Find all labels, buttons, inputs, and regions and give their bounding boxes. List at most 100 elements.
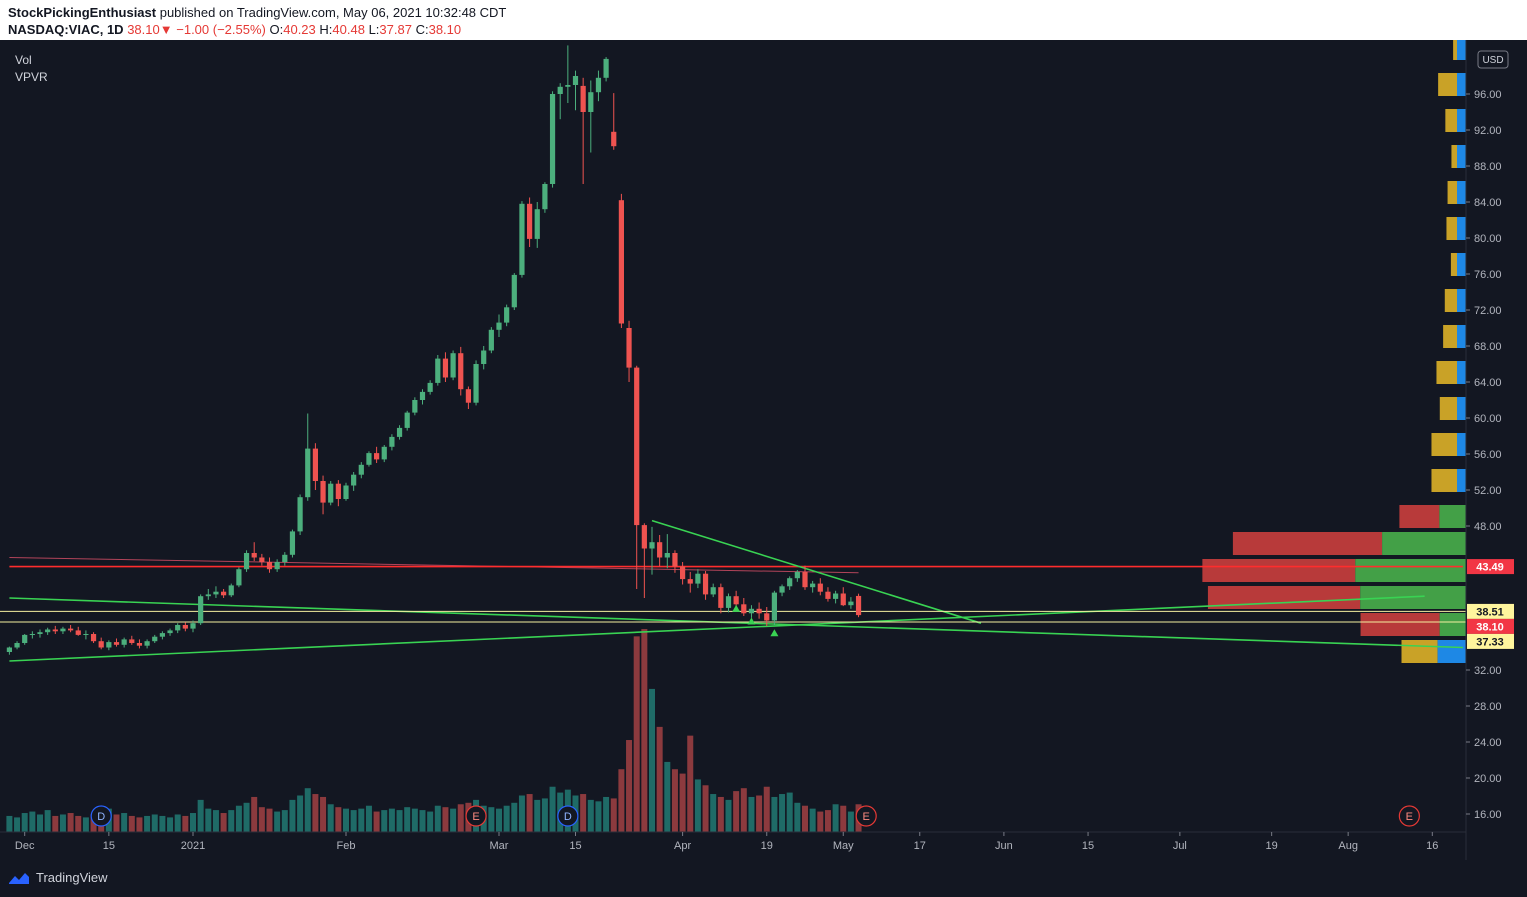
- volume-bar: [847, 811, 854, 832]
- volume-bar: [404, 807, 411, 832]
- candle-body: [351, 474, 357, 486]
- author-name[interactable]: StockPickingEnthusiast: [8, 5, 157, 20]
- price-chart[interactable]: D E D E E Dec 15 2021 Feb Mar 15 Apr 19 May 17 Jun 15 Ju…: [0, 40, 1527, 860]
- price-label-box: [1467, 559, 1514, 575]
- candle: [534, 202, 540, 248]
- earnings-event-icon[interactable]: E: [855, 805, 877, 827]
- volume-profile-row-up: [1457, 217, 1466, 240]
- candle-body: [335, 483, 341, 499]
- volume-profile-row-up: [1437, 640, 1466, 663]
- candle: [748, 605, 755, 618]
- candle-body: [282, 554, 288, 562]
- earnings-event-icon[interactable]: E: [465, 805, 487, 827]
- change-value: −1.00 (−2.55%): [176, 22, 266, 37]
- candle-body: [504, 307, 510, 323]
- candle: [572, 70, 579, 111]
- volume-bar: [633, 636, 640, 832]
- price-axis[interactable]: 96.00 92.00 88.00 84.00 80.00 76.00 72.00 68.00…: [1466, 89, 1502, 821]
- price-label-box: [1467, 633, 1514, 649]
- time-axis[interactable]: Dec 15 2021 Feb Mar 15 Apr 19 May 17 Jun 15 Jul 19 Aug…: [15, 832, 1439, 852]
- price-label-text: 38.51: [1476, 606, 1504, 618]
- volume-bar: [694, 779, 701, 832]
- volume-bar: [14, 817, 21, 832]
- candle: [527, 197, 533, 247]
- candle: [83, 630, 89, 640]
- price-tick-label: 68.00: [1474, 341, 1502, 353]
- dividend-event-icon[interactable]: D: [90, 805, 112, 827]
- candle-body: [343, 485, 349, 499]
- volume-bar: [266, 808, 273, 832]
- volume-bar: [503, 805, 510, 832]
- candle-body: [152, 636, 158, 642]
- event-circle: [855, 805, 877, 827]
- candle-body: [14, 643, 20, 648]
- volume-profile-row-up: [1457, 361, 1466, 384]
- candle-body: [236, 569, 242, 586]
- candle: [626, 320, 632, 382]
- volume-bar: [167, 817, 174, 832]
- price-tick-label: 76.00: [1474, 269, 1502, 281]
- candle: [45, 627, 51, 635]
- candle: [435, 355, 441, 386]
- volume-bar: [511, 802, 518, 832]
- tradingview-logo[interactable]: TradingView: [8, 870, 108, 885]
- candle-body: [810, 583, 816, 588]
- time-tick-label: Aug: [1338, 840, 1358, 852]
- time-tick-label: Jun: [995, 840, 1013, 852]
- candle-body: [549, 94, 556, 184]
- trendline: [9, 595, 1425, 662]
- volume-bar: [274, 811, 281, 832]
- symbol-label[interactable]: NASDAQ:VIAC, 1D: [8, 22, 124, 37]
- volume-profile-row-up: [1439, 613, 1466, 636]
- volume-bar: [128, 815, 135, 832]
- vpvr-legend[interactable]: VPVR: [15, 70, 48, 84]
- footer: TradingView: [0, 860, 1527, 897]
- earnings-event-icon[interactable]: E: [1398, 805, 1420, 827]
- volume-bar: [664, 761, 671, 832]
- candle-body: [779, 586, 785, 593]
- candle-body: [358, 464, 364, 475]
- volume-bar: [243, 802, 250, 832]
- candle-body: [328, 483, 334, 503]
- time-tick-label: Feb: [337, 840, 356, 852]
- volume-bar: [442, 807, 449, 832]
- triangle-up-icon: [732, 604, 741, 612]
- volume-bar: [434, 805, 441, 832]
- volume-bar: [235, 805, 242, 832]
- candle: [603, 57, 609, 82]
- candle-body: [542, 184, 548, 210]
- candle: [381, 445, 387, 463]
- volume-bar: [610, 798, 617, 832]
- candle-body: [45, 629, 51, 633]
- volume-bar: [580, 794, 587, 832]
- price-tick-label: 88.00: [1474, 161, 1502, 173]
- volume-profile-row-down: [1232, 532, 1383, 555]
- candle: [825, 587, 831, 602]
- candle-body: [672, 553, 678, 567]
- candle-body: [488, 329, 494, 351]
- volume-bar: [526, 794, 533, 832]
- candle: [129, 635, 135, 645]
- volume-profile-row-up: [1457, 397, 1466, 420]
- volume-bar: [228, 810, 235, 832]
- volume-bar: [289, 799, 296, 832]
- currency-badge[interactable]: [1477, 50, 1509, 69]
- volume-bar: [717, 796, 724, 832]
- candle-body: [289, 531, 296, 555]
- volume-profile-row-down: [1431, 433, 1457, 456]
- volume-profile-row-down: [1453, 40, 1457, 60]
- volume-bar: [725, 799, 732, 832]
- volume-bar: [335, 807, 342, 832]
- volume-bar: [44, 810, 51, 832]
- time-tick-label: 17: [914, 840, 926, 852]
- dividend-event-icon[interactable]: D: [557, 805, 579, 827]
- vol-legend[interactable]: Vol: [15, 53, 32, 67]
- price-tick-label: 96.00: [1474, 89, 1502, 101]
- candle-body: [175, 625, 181, 631]
- price-tick-label: 64.00: [1474, 377, 1502, 389]
- event-circle: [557, 805, 579, 827]
- candle-body: [680, 566, 686, 580]
- candle-body: [22, 634, 28, 643]
- candle-body: [90, 634, 97, 642]
- candle-body: [60, 628, 66, 632]
